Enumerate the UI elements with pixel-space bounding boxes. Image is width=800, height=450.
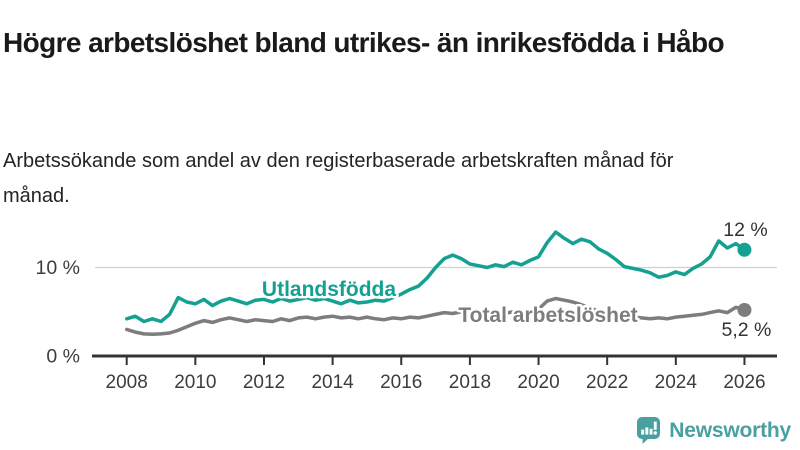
- series-line-total-arbetsl-shet: [124, 296, 747, 337]
- x-axis-label-2016: 2016: [380, 372, 422, 393]
- x-axis-label-2008: 2008: [106, 372, 148, 393]
- series-label-utlandsf-dda: Utlandsfödda: [262, 278, 396, 301]
- series-end-dot-utlandsf-dda: [737, 242, 752, 257]
- x-axis-label-2024: 2024: [655, 372, 698, 393]
- x-axis-label-2012: 2012: [243, 372, 285, 393]
- x-axis-label-2014: 2014: [311, 372, 354, 393]
- x-axis-label-2022: 2022: [586, 372, 628, 393]
- x-axis-label-2018: 2018: [449, 372, 491, 393]
- page-title: Högre arbetslöshet bland utrikes- än inr…: [3, 26, 725, 58]
- y-axis-label-10: 10 %: [36, 257, 80, 279]
- newsworthy-logo: Newsworthy: [637, 417, 791, 444]
- series-label-total-arbetsl-shet: Total arbetslöshet: [458, 304, 637, 327]
- series-end-dot-total-arbetsl-shet: [737, 302, 752, 317]
- newsworthy-speech-bubble-bar-chart-icon: [637, 417, 661, 444]
- x-axis-label-2010: 2010: [174, 372, 216, 393]
- x-axis-label-2026: 2026: [723, 372, 765, 393]
- series-end-value-utlandsf-dda: 12 %: [723, 219, 767, 241]
- x-axis-label-2020: 2020: [517, 372, 559, 393]
- newsworthy-wordmark: Newsworthy: [669, 418, 791, 442]
- series-end-value-total-arbetsl-shet: 5,2 %: [722, 319, 772, 341]
- chart-subtitle: Arbetssökande som andel av den registerb…: [3, 150, 674, 207]
- series-line-utlandsf-dda: [124, 230, 747, 324]
- y-axis-label-0: 0 %: [46, 346, 80, 368]
